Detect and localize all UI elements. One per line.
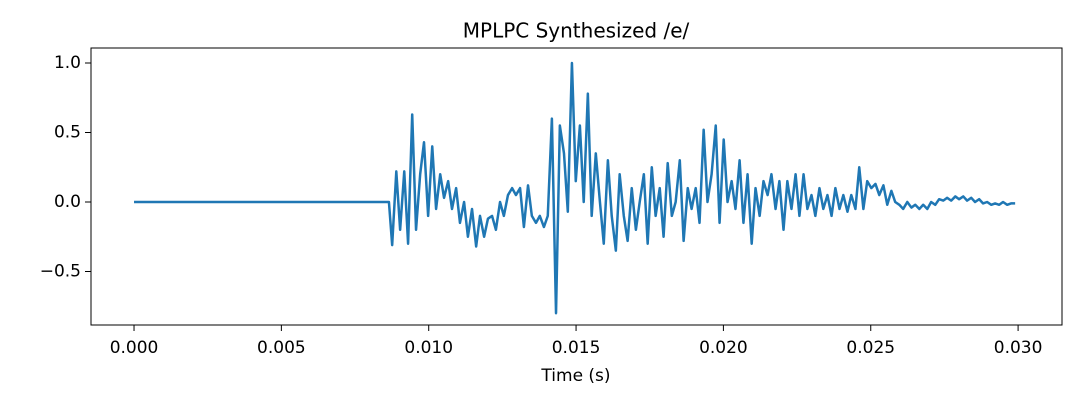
x-tick-label: 0.015 — [552, 338, 601, 358]
x-tick-label: 0.000 — [110, 338, 159, 358]
line-series — [134, 61, 1016, 315]
x-tick-label: 0.030 — [994, 338, 1043, 358]
x-tick-label: 0.020 — [699, 338, 748, 358]
chart-title: MPLPC Synthesized /e/ — [463, 19, 690, 43]
y-tick-label: 0.5 — [54, 123, 81, 143]
x-tick-label: 0.025 — [846, 338, 895, 358]
plot-frame — [90, 47, 1063, 326]
y-tick-label: 0.0 — [54, 192, 81, 212]
x-tick-label: 0.005 — [257, 338, 306, 358]
x-axis-label: Time (s) — [540, 366, 610, 386]
y-tick-label: 1.0 — [54, 53, 81, 73]
x-tick-label: 0.010 — [404, 338, 453, 358]
y-tick-label: −0.5 — [40, 261, 81, 281]
